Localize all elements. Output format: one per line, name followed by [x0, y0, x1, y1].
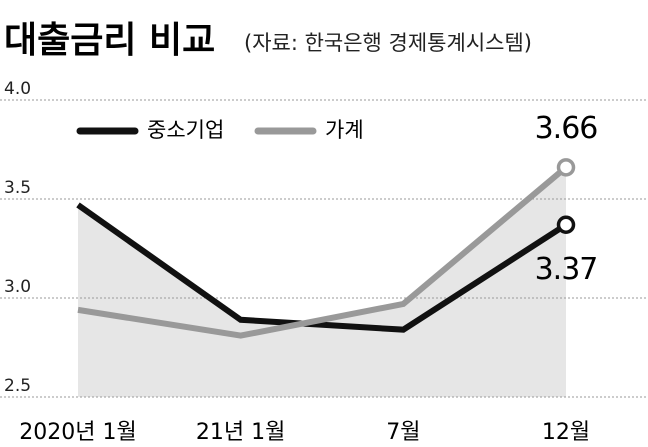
x-tick-label: 2020년 1월 — [19, 420, 136, 445]
area — [78, 167, 566, 397]
chart-subtitle: (자료: 한국은행 경제통계시스템) — [244, 31, 532, 55]
y-tick-label: 4.0 — [4, 79, 31, 99]
x-tick-label: 12월 — [542, 420, 590, 445]
legend-label: 중소기업 — [147, 118, 224, 142]
x-tick-label: 7월 — [386, 420, 420, 445]
x-tick-label: 21년 1월 — [196, 420, 285, 445]
series-line — [76, 202, 568, 333]
legend-label: 가계 — [325, 118, 364, 142]
value-label: 3.37 — [535, 252, 598, 287]
value-label: 3.66 — [535, 111, 598, 146]
chart-title: 대출금리 비교 — [4, 20, 215, 61]
y-tick-label: 2.5 — [4, 376, 31, 396]
y-tick-label: 3.5 — [4, 178, 31, 198]
series-line — [77, 165, 568, 339]
end-point — [556, 215, 576, 234]
end-point — [556, 158, 576, 177]
y-tick-label: 3.0 — [4, 277, 31, 297]
